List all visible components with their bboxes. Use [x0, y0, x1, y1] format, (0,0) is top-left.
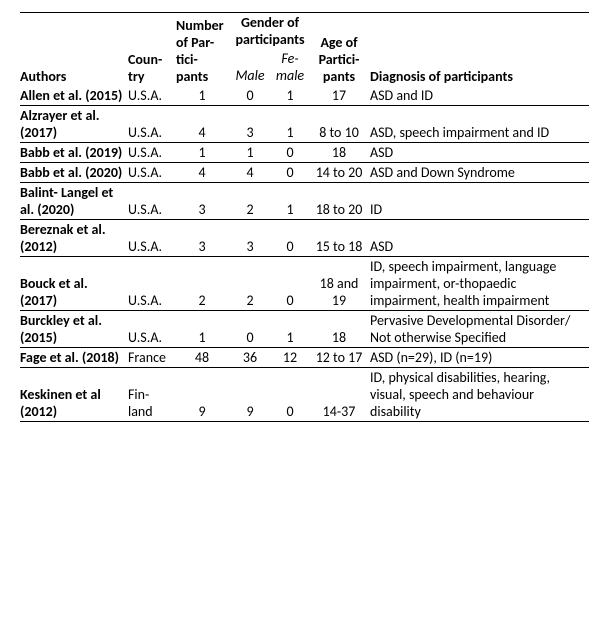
- col-female: Fe-male: [272, 49, 312, 86]
- table-row: Alzrayer et al. (2017)U.S.A.4318 to 10AS…: [20, 106, 589, 143]
- cell-n: 1: [176, 311, 232, 348]
- cell-n: 48: [176, 348, 232, 368]
- cell-country: Fin-land: [128, 368, 176, 422]
- cell-country: U.S.A.: [128, 106, 176, 143]
- cell-age: 18 and 19: [312, 257, 370, 311]
- cell-age: 17: [312, 86, 370, 106]
- cell-country: U.S.A.: [128, 143, 176, 163]
- cell-n: 1: [176, 86, 232, 106]
- cell-diagnosis: ID, speech impairment, language impairme…: [370, 257, 589, 311]
- cell-authors: Babb et al. (2020): [20, 163, 128, 183]
- cell-female: 0: [272, 163, 312, 183]
- cell-female: 0: [272, 143, 312, 163]
- cell-male: 3: [232, 106, 272, 143]
- cell-country: U.S.A.: [128, 220, 176, 257]
- cell-authors: Alzrayer et al. (2017): [20, 106, 128, 143]
- table-row: Balint- Langel et al. (2020)U.S.A.32118 …: [20, 183, 589, 220]
- cell-diagnosis: ASD: [370, 143, 589, 163]
- col-country: Coun-try: [128, 13, 176, 87]
- cell-age: 18 to 20: [312, 183, 370, 220]
- cell-authors: Allen et al. (2015): [20, 86, 128, 106]
- cell-diagnosis: ASD (n=29), ID (n=19): [370, 348, 589, 368]
- cell-diagnosis: Pervasive Developmental Disorder/ Not ot…: [370, 311, 589, 348]
- cell-diagnosis: ASD and Down Syndrome: [370, 163, 589, 183]
- cell-n: 2: [176, 257, 232, 311]
- cell-female: 1: [272, 311, 312, 348]
- cell-male: 3: [232, 220, 272, 257]
- cell-authors: Keskinen et al (2012): [20, 368, 128, 422]
- table-row: Allen et al. (2015)U.S.A.10117ASD and ID: [20, 86, 589, 106]
- cell-age: 12 to 17: [312, 348, 370, 368]
- cell-authors: Fage et al. (2018): [20, 348, 128, 368]
- table-row: Keskinen et al (2012)Fin-land99014-37ID,…: [20, 368, 589, 422]
- table-row: Babb et al. (2019)U.S.A.11018ASD: [20, 143, 589, 163]
- cell-age: 18: [312, 143, 370, 163]
- cell-diagnosis: ASD and ID: [370, 86, 589, 106]
- col-male: Male: [232, 49, 272, 86]
- cell-diagnosis: ASD, speech impairment and ID: [370, 106, 589, 143]
- table-row: Fage et al. (2018)France48361212 to 17AS…: [20, 348, 589, 368]
- cell-female: 1: [272, 86, 312, 106]
- cell-n: 1: [176, 143, 232, 163]
- cell-female: 0: [272, 257, 312, 311]
- cell-male: 2: [232, 257, 272, 311]
- cell-n: 4: [176, 106, 232, 143]
- cell-male: 1: [232, 143, 272, 163]
- table-row: Babb et al. (2020)U.S.A.44014 to 20ASD a…: [20, 163, 589, 183]
- cell-male: 36: [232, 348, 272, 368]
- cell-n: 4: [176, 163, 232, 183]
- cell-country: U.S.A.: [128, 163, 176, 183]
- cell-country: U.S.A.: [128, 183, 176, 220]
- cell-female: 12: [272, 348, 312, 368]
- col-n: Number of Par-tici-pants: [176, 13, 232, 87]
- cell-country: U.S.A.: [128, 311, 176, 348]
- col-gender: Gender of participants: [232, 13, 312, 50]
- cell-diagnosis: ASD: [370, 220, 589, 257]
- cell-age: 14-37: [312, 368, 370, 422]
- cell-n: 9: [176, 368, 232, 422]
- table-row: Bouck et al. (2017)U.S.A.22018 and 19ID,…: [20, 257, 589, 311]
- cell-country: U.S.A.: [128, 86, 176, 106]
- cell-age: 18: [312, 311, 370, 348]
- cell-male: 9: [232, 368, 272, 422]
- cell-female: 1: [272, 106, 312, 143]
- cell-age: 8 to 10: [312, 106, 370, 143]
- col-diagnosis: Diagnosis of participants: [370, 13, 589, 87]
- cell-country: U.S.A.: [128, 257, 176, 311]
- cell-male: 4: [232, 163, 272, 183]
- cell-diagnosis: ID: [370, 183, 589, 220]
- cell-age: 15 to 18: [312, 220, 370, 257]
- col-authors: Authors: [20, 13, 128, 87]
- cell-country: France: [128, 348, 176, 368]
- cell-male: 0: [232, 311, 272, 348]
- cell-diagnosis: ID, physical disabilities, hearing, visu…: [370, 368, 589, 422]
- cell-female: 0: [272, 220, 312, 257]
- cell-female: 1: [272, 183, 312, 220]
- col-age: Age of Partici-pants: [312, 13, 370, 87]
- cell-authors: Bereznak et al. (2012): [20, 220, 128, 257]
- cell-n: 3: [176, 220, 232, 257]
- cell-age: 14 to 20: [312, 163, 370, 183]
- cell-authors: Balint- Langel et al. (2020): [20, 183, 128, 220]
- participants-table: Authors Coun-try Number of Par-tici-pant…: [20, 12, 589, 422]
- cell-authors: Bouck et al. (2017): [20, 257, 128, 311]
- cell-male: 0: [232, 86, 272, 106]
- table-row: Burckley et al. (2015)U.S.A.10118Pervasi…: [20, 311, 589, 348]
- cell-authors: Babb et al. (2019): [20, 143, 128, 163]
- cell-n: 3: [176, 183, 232, 220]
- cell-male: 2: [232, 183, 272, 220]
- cell-female: 0: [272, 368, 312, 422]
- table-row: Bereznak et al. (2012)U.S.A.33015 to 18A…: [20, 220, 589, 257]
- cell-authors: Burckley et al. (2015): [20, 311, 128, 348]
